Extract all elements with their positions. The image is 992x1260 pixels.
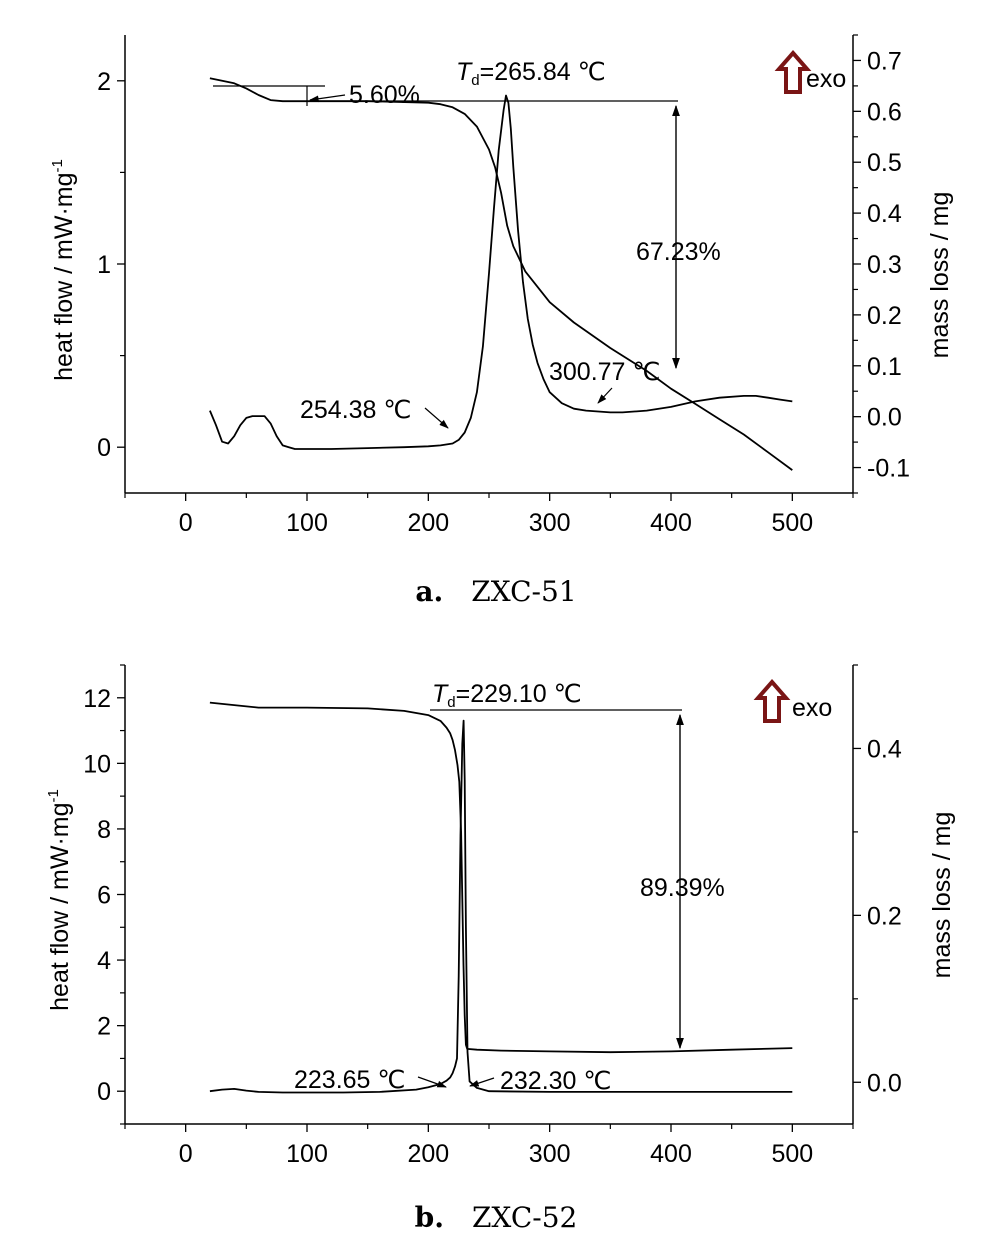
annotation-td: Td=229.10 ℃ (432, 680, 582, 711)
td-value: =265.84 ℃ (480, 58, 606, 86)
caption-b: b. ZXC-52 (0, 1201, 992, 1234)
caption-b-label: b. (414, 1201, 444, 1234)
y-right-tick-label: 0.6 (867, 98, 902, 126)
exo-label: exo (792, 694, 832, 722)
tick-marks (117, 34, 861, 501)
x-tick-label: 100 (286, 1140, 328, 1168)
y-right-tick-label: 0.1 (867, 353, 902, 381)
series-lines (209, 701, 793, 1094)
annotation-mass-loss: 67.23% (636, 238, 721, 266)
x-tick-label: 500 (771, 1140, 813, 1168)
caption-a-name: ZXC-51 (471, 575, 577, 608)
y-right-tick-label: 0.3 (867, 251, 902, 279)
axes (124, 665, 854, 1125)
series-lines (209, 77, 793, 471)
y-right-tick-label: 0.7 (867, 47, 902, 75)
td-subscript: d (471, 72, 479, 89)
heat-flow-line (209, 719, 793, 1094)
y-right-tick-label: 0.2 (867, 302, 902, 330)
x-tick-label: 200 (407, 1140, 449, 1168)
caption-b-name: ZXC-52 (471, 1201, 578, 1234)
y-right-tick-label: 0.4 (867, 200, 902, 228)
annotation-mass-step: 5.60% (349, 81, 420, 109)
y-left-tick-label: 12 (83, 685, 111, 713)
chart-panel-b: 0 100 200 300 400 500 0 2 4 6 8 10 12 0.0 0.2 0.4 Td=22… (0, 630, 992, 1260)
y-right-tick-label: 0.0 (867, 1069, 902, 1097)
onset-arrow (424, 407, 449, 429)
y-right-tick-label: 0.5 (867, 149, 902, 177)
heat-flow-line (209, 94, 793, 450)
annotation-end-temp: 232.30 ℃ (500, 1067, 612, 1095)
onset-arrow (417, 1076, 447, 1088)
annotation-td: Td=265.84 ℃ (456, 58, 606, 89)
y-axis-label-left: heat flow / mW·mg-1 (45, 789, 74, 1011)
y-axis-label-right: mass loss / mg (926, 192, 954, 359)
annotations: 5.60% Td=265.84 ℃ 67.23% 254.38 ℃ 300.77… (213, 49, 846, 429)
y-left-tick-label: 1 (97, 251, 111, 279)
y-right-tick-label: 0.4 (867, 735, 902, 763)
y-left-tick-label: 4 (97, 947, 111, 975)
y-left-tick-label: 2 (97, 1013, 111, 1041)
y-left-tick-label: 0 (97, 434, 111, 462)
end-arrow (469, 1077, 495, 1087)
td-symbol: T (432, 680, 449, 708)
y-right-tick-label: 0.2 (867, 902, 902, 930)
y-axis-label-left: heat flow / mW·mg-1 (49, 159, 78, 381)
tick-labels: 0 100 200 300 400 500 0 1 2 -0.1 0.0 0.1 0.2 0.3 0.4 0.… (97, 47, 910, 537)
x-tick-label: 400 (650, 1140, 692, 1168)
chart-b-svg: 0 100 200 300 400 500 0 2 4 6 8 10 12 0.0 0.2 0.4 Td=22… (45, 664, 956, 1168)
exo-arrow-icon (753, 678, 791, 723)
x-tick-label: 0 (179, 509, 193, 537)
x-tick-label: 200 (407, 509, 449, 537)
chart-a-svg: 0 100 200 300 400 500 0 1 2 -0.1 0.0 0.1 0.2 0.3 0.4 0.… (49, 34, 954, 537)
x-tick-label: 0 (179, 1140, 193, 1168)
caption-a: a. ZXC-51 (0, 575, 992, 608)
td-value: =229.10 ℃ (456, 680, 582, 708)
y-left-tick-label: 0 (97, 1078, 111, 1106)
y-left-tick-label: 8 (97, 816, 111, 844)
annotation-mass-loss: 89.39% (640, 874, 725, 902)
annotation-onset-temp: 254.38 ℃ (300, 396, 412, 424)
chart-panel-a: 0 100 200 300 400 500 0 1 2 -0.1 0.0 0.1 0.2 0.3 0.4 0.… (0, 34, 992, 608)
exo-label: exo (806, 65, 846, 93)
mass-step-arrow-line (309, 94, 346, 103)
tick-marks (117, 664, 861, 1132)
x-tick-label: 500 (771, 509, 813, 537)
x-tick-label: 300 (529, 1140, 571, 1168)
mass-loss-line (209, 77, 793, 471)
end-arrow (597, 387, 613, 404)
y-left-tick-label: 6 (97, 882, 111, 910)
annotations: Td=229.10 ℃ 89.39% 223.65 ℃ 232.30 ℃ exo (294, 678, 832, 1095)
td-subscript: d (447, 694, 455, 711)
x-tick-label: 100 (286, 509, 328, 537)
caption-a-label: a. (415, 575, 444, 608)
x-tick-label: 300 (529, 509, 571, 537)
y-left-tick-label: 2 (97, 68, 111, 96)
mass-loss-line (209, 701, 793, 1054)
tick-labels: 0 100 200 300 400 500 0 2 4 6 8 10 12 0.0 0.2 0.4 (83, 685, 902, 1168)
td-symbol: T (456, 58, 473, 86)
exo-arrow-icon (774, 49, 812, 94)
x-tick-label: 400 (650, 509, 692, 537)
y-right-tick-label: -0.1 (867, 455, 910, 483)
y-axis-label-right: mass loss / mg (928, 812, 956, 979)
y-left-tick-label: 10 (83, 750, 111, 778)
y-right-tick-label: 0.0 (867, 404, 902, 432)
annotation-onset-temp: 223.65 ℃ (294, 1066, 406, 1094)
annotation-end-temp: 300.77 ℃ (549, 358, 661, 386)
